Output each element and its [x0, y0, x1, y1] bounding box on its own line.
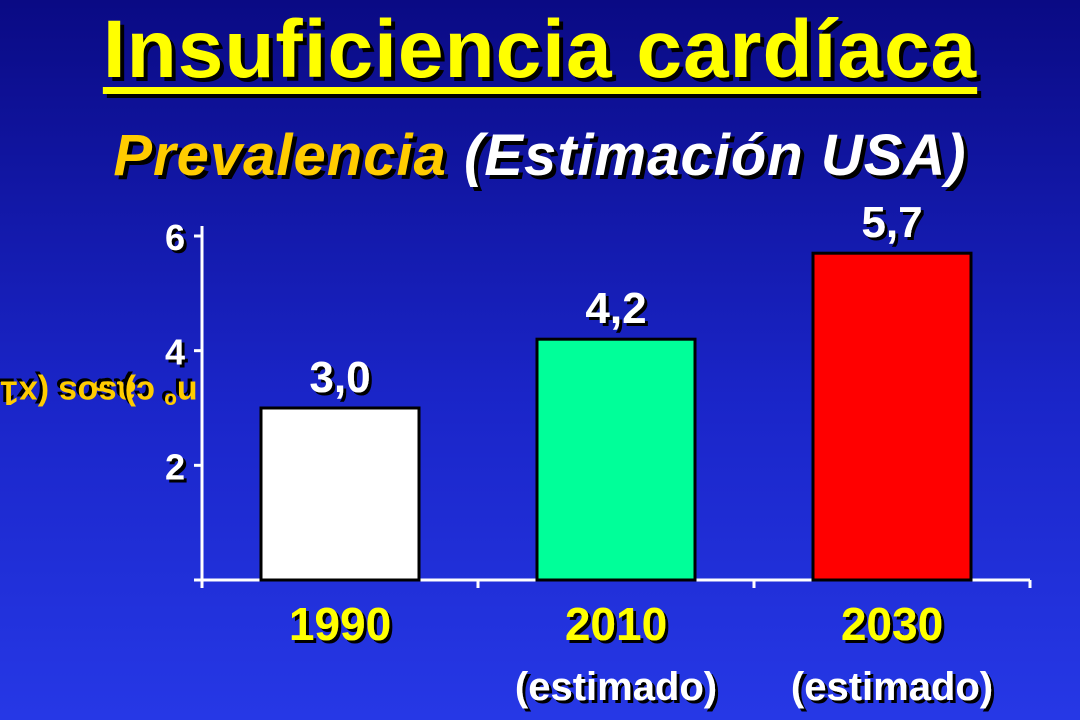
subtitle-main: Prevalencia: [113, 123, 447, 188]
y-tick-label: 6: [165, 217, 185, 258]
bar-2030: [811, 251, 973, 582]
data-label: 5,7: [861, 198, 922, 247]
data-label: 4,2: [585, 284, 646, 333]
y-tick-label: 4: [165, 332, 185, 373]
y-tick-label: 2: [165, 446, 185, 487]
x-tick-label: 2030: [841, 598, 943, 650]
subtitle-paren: (Estimación USA): [463, 123, 967, 188]
page-subtitle: Prevalencia (Estimación USA): [20, 118, 1060, 194]
bar-1990: [259, 406, 421, 582]
page-title: Insuficiencia cardíaca: [102, 4, 978, 95]
x-tick-label: 2010: [565, 598, 667, 650]
x-category-note: (estimado): [791, 665, 993, 709]
data-label: 3,0: [309, 353, 370, 402]
bar-2010: [535, 337, 697, 582]
x-tick-label: 1990: [289, 598, 391, 650]
x-category-note: (estimado): [515, 665, 717, 709]
